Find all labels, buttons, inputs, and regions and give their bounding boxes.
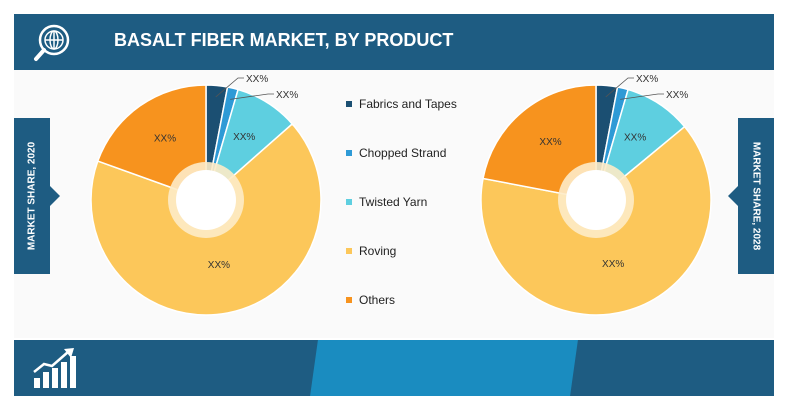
data-label-roving: XX%	[208, 260, 230, 271]
donut-hole	[566, 170, 626, 230]
side-tab-right: MARKET SHARE, 2028	[728, 118, 774, 274]
legend-item-chopped-strand: Chopped Strand	[346, 145, 446, 161]
side-tab-left-arrow	[50, 186, 60, 206]
legend-item-roving: Roving	[346, 243, 396, 259]
magnifier-globe-icon	[34, 24, 70, 61]
callout-line-chopped-strand	[620, 93, 664, 100]
data-label-chopped-strand: XX%	[666, 90, 688, 101]
footer-banner	[14, 340, 774, 396]
header-icon-box	[14, 14, 90, 70]
data-label-twisted-yarn: XX%	[233, 132, 255, 143]
legend-label: Roving	[359, 244, 397, 258]
legend-item-fabrics-and-tapes: Fabrics and Tapes	[346, 96, 457, 112]
legend-swatch	[346, 297, 352, 303]
side-tab-right-arrow	[728, 186, 738, 206]
legend-item-twisted-yarn: Twisted Yarn	[346, 194, 427, 210]
side-label-2020: MARKET SHARE, 2020	[26, 141, 38, 251]
data-label-fabrics-and-tapes: XX%	[636, 74, 658, 85]
donut-hole	[176, 170, 236, 230]
data-label-fabrics-and-tapes: XX%	[246, 74, 268, 85]
side-tab-left: MARKET SHARE, 2020	[14, 118, 60, 274]
legend-label: Chopped Strand	[359, 146, 447, 160]
growth-chart-icon	[33, 348, 76, 388]
callout-line-fabrics-and-tapes	[215, 77, 244, 98]
page-title: BASALT FIBER MARKET, BY PRODUCT	[114, 30, 454, 50]
data-label-chopped-strand: XX%	[276, 90, 298, 101]
pie-chart-2028: XX% XX% XX% XX% XX%	[480, 74, 712, 316]
legend-label: Twisted Yarn	[359, 195, 428, 209]
data-label-twisted-yarn: XX%	[624, 132, 646, 143]
legend-label: Others	[359, 293, 396, 307]
pie-slice-others	[482, 84, 597, 201]
pie-slice-others	[96, 84, 207, 202]
pie-chart-2020: XX% XX% XX% XX% XX%	[90, 74, 322, 316]
callout-line-fabrics-and-tapes	[605, 77, 634, 98]
footer-accent	[310, 340, 578, 396]
header-banner: BASALT FIBER MARKET, BY PRODUCT	[14, 14, 774, 70]
data-label-roving: XX%	[602, 259, 624, 270]
legend-label: Fabrics and Tapes	[359, 97, 457, 111]
data-label-others: XX%	[539, 137, 561, 148]
legend-swatch	[346, 101, 352, 107]
legend-item-others: Others	[346, 292, 395, 308]
legend-swatch	[346, 150, 352, 156]
legend-swatch	[346, 199, 352, 205]
legend-swatch	[346, 248, 352, 254]
data-label-others: XX%	[154, 134, 176, 145]
callout-line-chopped-strand	[230, 93, 274, 100]
side-label-2028: MARKET SHARE, 2028	[750, 141, 762, 251]
